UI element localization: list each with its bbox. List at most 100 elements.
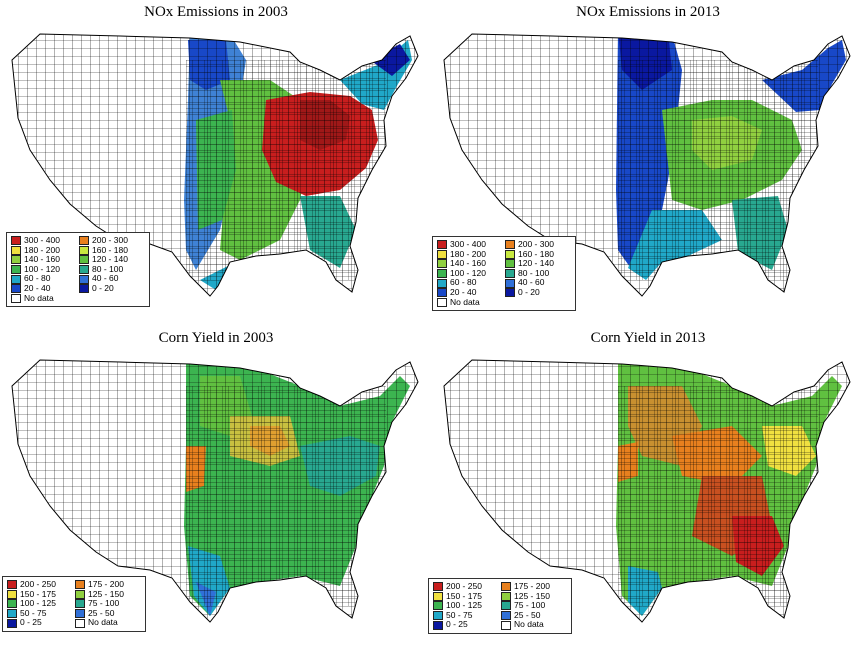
legend-entry: No data (75, 618, 141, 628)
legend-swatch (437, 278, 447, 288)
legend-swatch (437, 259, 447, 269)
legend-label: 25 - 50 (88, 607, 115, 618)
legend-swatch (433, 620, 443, 630)
legend: 300 - 400 200 - 300 180 - 200 160 - 180 140 … (6, 232, 150, 308)
legend-entry: 200 - 250 (7, 579, 73, 590)
legend-label: 125 - 150 (88, 588, 124, 599)
legend-entry: 80 - 100 (505, 267, 571, 279)
legend-swatch (501, 591, 511, 601)
legend-entry: 140 - 160 (437, 259, 503, 269)
legend-entry: 125 - 150 (75, 588, 141, 600)
legend-swatch (79, 245, 89, 255)
legend-label: 125 - 150 (514, 590, 550, 601)
legend-swatch (433, 591, 443, 601)
legend-entry: 300 - 400 (437, 239, 503, 250)
legend-label: 60 - 80 (24, 273, 51, 284)
legend-label: 50 - 75 (20, 607, 47, 618)
legend-swatch (7, 618, 17, 628)
legend-label: 40 - 60 (518, 277, 545, 288)
legend-swatch (79, 284, 89, 294)
legend-label: 0 - 25 (20, 617, 42, 628)
legend-label: 200 - 300 (92, 235, 128, 245)
legend-entry: 75 - 100 (501, 601, 567, 611)
legend-swatch (79, 236, 89, 246)
legend-entry: 75 - 100 (75, 599, 141, 609)
legend-label: 180 - 200 (450, 248, 486, 259)
legend-label: 0 - 20 (518, 286, 540, 297)
legend-label: 20 - 40 (450, 286, 477, 297)
legend-label: 25 - 50 (514, 609, 541, 620)
legend-label: 80 - 100 (92, 263, 124, 274)
map-title: Corn Yield in 2013 (590, 330, 706, 346)
legend-entry: No data (437, 296, 503, 308)
legend-entry: 175 - 200 (75, 579, 141, 590)
legend-entry: 200 - 250 (433, 581, 499, 592)
legend-entry: 100 - 120 (437, 268, 503, 279)
county-map (11, 359, 419, 623)
legend-swatch (437, 288, 447, 298)
legend-entry: 0 - 25 (433, 620, 499, 630)
legend-label: 40 - 60 (92, 273, 119, 284)
legend-entry: 80 - 100 (79, 263, 145, 275)
legend-swatch (79, 255, 89, 265)
legend-swatch (433, 611, 443, 621)
legend-entry: 20 - 40 (11, 282, 77, 294)
legend-label: No data (24, 292, 54, 303)
legend-label: 100 - 125 (20, 598, 56, 609)
legend-label: 175 - 200 (88, 579, 124, 589)
legend-entry: 150 - 175 (433, 590, 499, 602)
legend-swatch (505, 240, 515, 250)
legend-entry: 200 - 300 (79, 235, 145, 246)
legend-entry: 20 - 40 (437, 286, 503, 298)
legend-label: 20 - 40 (24, 282, 51, 293)
legend-entry: 180 - 200 (11, 245, 77, 256)
legend-label: No data (88, 617, 118, 628)
legend-label: 140 - 160 (24, 254, 60, 265)
legend-swatch (437, 297, 447, 307)
legend-entry: 0 - 25 (7, 618, 73, 628)
legend-entry: 40 - 60 (79, 274, 145, 284)
legend-swatch (501, 611, 511, 621)
legend-swatch (11, 245, 21, 255)
legend-swatch (505, 288, 515, 298)
legend-label: No data (514, 619, 544, 630)
legend-swatch (75, 580, 85, 590)
legend-swatch (11, 284, 21, 294)
legend-label: 150 - 175 (20, 588, 56, 599)
legend-label: 75 - 100 (88, 598, 120, 609)
legend-entry: 140 - 160 (11, 255, 77, 265)
legend-swatch (75, 599, 85, 609)
legend-swatch (75, 589, 85, 599)
map-panel-nox-2013: NOx Emissions in 2013 300 - 400 200 - 300… (432, 0, 864, 326)
legend-label: 300 - 400 (24, 235, 60, 245)
legend-label: 0 - 20 (92, 282, 114, 293)
legend-swatch (501, 620, 511, 630)
legend-swatch (433, 582, 443, 592)
legend: 200 - 250 175 - 200 150 - 175 125 - 150 100 … (2, 576, 146, 632)
legend-entry: 60 - 80 (11, 274, 77, 284)
legend-entry: 100 - 125 (7, 599, 73, 609)
legend-label: No data (450, 296, 480, 307)
map-title: NOx Emissions in 2013 (576, 4, 720, 20)
legend-swatch (11, 293, 21, 303)
legend-swatch (437, 269, 447, 279)
map-panel-corn-2013: Corn Yield in 2013 200 - 250 175 - 200 150… (428, 326, 864, 652)
legend-entry: 50 - 75 (433, 610, 499, 621)
legend-label: 200 - 250 (20, 579, 56, 589)
map-title: NOx Emissions in 2003 (144, 4, 288, 20)
legend-entry: 0 - 20 (79, 282, 145, 294)
legend-entry: 200 - 300 (505, 239, 571, 250)
legend-swatch (75, 618, 85, 628)
legend-label: 80 - 100 (518, 267, 550, 278)
legend-label: 60 - 80 (450, 277, 477, 288)
legend-swatch (7, 580, 17, 590)
legend-entry: 50 - 75 (7, 607, 73, 619)
legend-entry: 0 - 20 (505, 286, 571, 298)
legend-swatch (11, 236, 21, 246)
legend: 300 - 400 200 - 300 180 - 200 160 - 180 140 … (432, 236, 576, 312)
legend-entry: 180 - 200 (437, 248, 503, 260)
legend-swatch (437, 249, 447, 259)
legend-swatch (7, 589, 17, 599)
legend-label: 150 - 175 (446, 590, 482, 601)
legend-swatch (11, 265, 21, 275)
